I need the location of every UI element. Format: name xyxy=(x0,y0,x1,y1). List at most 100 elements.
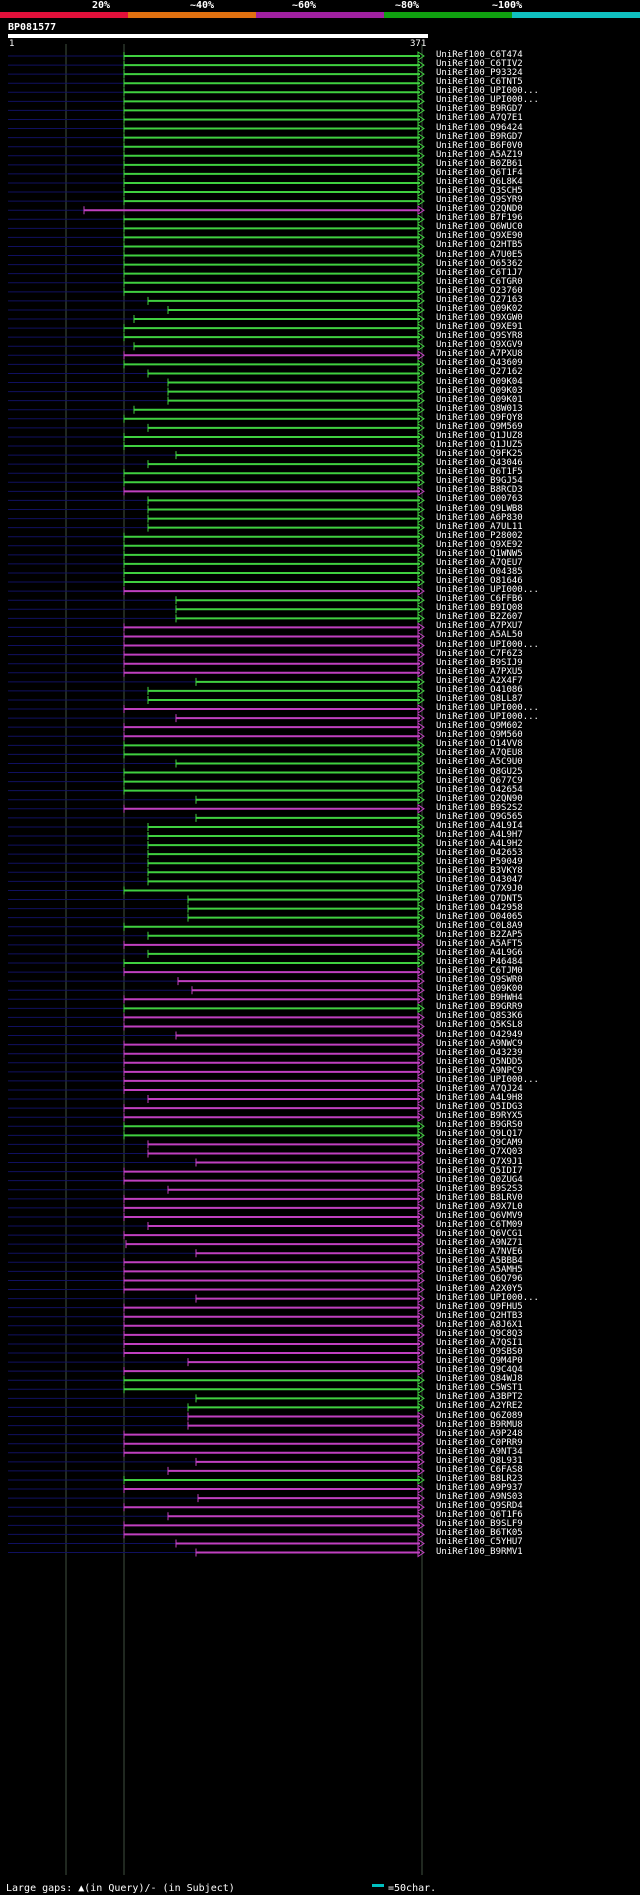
hit-label[interactable]: UniRef100_O43047 xyxy=(436,875,523,886)
hit-label[interactable]: UniRef100_Q2HTB5 xyxy=(436,240,523,251)
hit-label[interactable]: UniRef100_Q6T1F6 xyxy=(436,1510,523,1521)
hit-label[interactable]: UniRef100_Q9SWR0 xyxy=(436,975,523,986)
hit-label[interactable]: UniRef100_A2X0Y5 xyxy=(436,1283,523,1294)
hit-label[interactable]: UniRef100_Q6Z089 xyxy=(436,1410,523,1421)
hit-label[interactable]: UniRef100_B2Z607 xyxy=(436,612,523,623)
hit-label[interactable]: UniRef100_B0ZB61 xyxy=(436,158,523,169)
hit-label[interactable]: UniRef100_Q9CAM9 xyxy=(436,1138,523,1149)
hit-label[interactable]: UniRef100_Q09K02 xyxy=(436,303,523,314)
hit-label[interactable]: UniRef100_Q84WJ8 xyxy=(436,1374,523,1385)
hit-label[interactable]: UniRef100_Q9XGV9 xyxy=(436,340,523,351)
hit-label[interactable]: UniRef100_A4L9H8 xyxy=(436,1093,523,1104)
hit-label[interactable]: UniRef100_C6TJM0 xyxy=(436,966,523,977)
hit-label[interactable]: UniRef100_A9NS03 xyxy=(436,1492,523,1503)
hit-label[interactable]: UniRef100_C6FFB6 xyxy=(436,594,523,605)
hit-label[interactable]: UniRef100_B8LR23 xyxy=(436,1473,523,1484)
hit-label[interactable]: UniRef100_A7PXU7 xyxy=(436,621,523,632)
hit-label[interactable]: UniRef100_B9S2S3 xyxy=(436,1183,523,1194)
hit-label[interactable]: UniRef100_O14VV8 xyxy=(436,739,523,750)
hit-label[interactable]: UniRef100_A5C9U0 xyxy=(436,757,523,768)
hit-label[interactable]: UniRef100_A9X7L0 xyxy=(436,1201,523,1212)
hit-label[interactable]: UniRef100_Q9XE90 xyxy=(436,231,523,242)
hit-label[interactable]: UniRef100_O00763 xyxy=(436,494,523,505)
hit-label[interactable]: UniRef100_Q677C9 xyxy=(436,775,523,786)
hit-label[interactable]: UniRef100_A4L9H2 xyxy=(436,839,523,850)
hit-label[interactable]: UniRef100_A7UL11 xyxy=(436,521,523,532)
hit-label[interactable]: UniRef100_UPI000... xyxy=(436,703,539,714)
hit-label[interactable]: UniRef100_B3VKY8 xyxy=(436,866,523,877)
hit-label[interactable]: UniRef100_O42958 xyxy=(436,902,523,913)
hit-label[interactable]: UniRef100_Q9LQ17 xyxy=(436,1129,523,1140)
hit-label[interactable]: UniRef100_B7F196 xyxy=(436,213,523,224)
hit-label[interactable]: UniRef100_A7QEU7 xyxy=(436,557,523,568)
hit-label[interactable]: UniRef100_Q8GU25 xyxy=(436,766,523,777)
hit-label[interactable]: UniRef100_Q7X9J1 xyxy=(436,1156,523,1167)
hit-label[interactable]: UniRef100_Q0ZUG4 xyxy=(436,1174,523,1185)
hit-label[interactable]: UniRef100_Q7X9J0 xyxy=(436,884,523,895)
hit-label[interactable]: UniRef100_B8LRV0 xyxy=(436,1192,523,1203)
hit-label[interactable]: UniRef100_C5YHU7 xyxy=(436,1537,523,1548)
hit-label[interactable]: UniRef100_A5AMH5 xyxy=(436,1265,523,1276)
hit-label[interactable]: UniRef100_A2X4F7 xyxy=(436,675,523,686)
hit-label[interactable]: UniRef100_Q6VCG1 xyxy=(436,1229,523,1240)
hit-label[interactable]: UniRef100_Q09K04 xyxy=(436,376,523,387)
hit-label[interactable]: UniRef100_B9RGD7 xyxy=(436,104,523,115)
hit-label[interactable]: UniRef100_C6T1J7 xyxy=(436,267,523,278)
hit-label[interactable]: UniRef100_A5BBB4 xyxy=(436,1256,523,1267)
hit-label[interactable]: UniRef100_Q3SCH5 xyxy=(436,186,523,197)
hit-label[interactable]: UniRef100_Q8W013 xyxy=(436,403,523,414)
hit-label[interactable]: UniRef100_Q96424 xyxy=(436,122,523,133)
hit-label[interactable]: UniRef100_Q9XE91 xyxy=(436,322,523,333)
hit-label[interactable]: UniRef100_Q9SBS0 xyxy=(436,1347,523,1357)
hit-label[interactable]: UniRef100_Q6L8K4 xyxy=(436,176,523,187)
hit-label[interactable]: UniRef100_UPI000... xyxy=(436,639,539,650)
hit-label[interactable]: UniRef100_O41086 xyxy=(436,684,523,695)
hit-label[interactable]: UniRef100_UPI000... xyxy=(436,1074,539,1085)
hit-label[interactable]: UniRef100_UPI000... xyxy=(436,95,539,106)
hit-label[interactable]: UniRef100_Q9XGW0 xyxy=(436,313,523,324)
hit-label[interactable]: UniRef100_UPI000... xyxy=(436,86,539,97)
hit-label[interactable]: UniRef100_UPI000... xyxy=(436,712,539,723)
hit-label[interactable]: UniRef100_C0L8A9 xyxy=(436,920,523,931)
hit-label[interactable]: UniRef100_Q9FK25 xyxy=(436,449,523,460)
hit-label[interactable]: UniRef100_A6P830 xyxy=(436,512,523,523)
hit-label[interactable]: UniRef100_Q43609 xyxy=(436,358,523,369)
hit-label[interactable]: UniRef100_A8J6X1 xyxy=(436,1319,523,1330)
hit-label[interactable]: UniRef100_Q9LWB8 xyxy=(436,503,523,514)
hit-label[interactable]: UniRef100_Q8S3K6 xyxy=(436,1011,523,1022)
hit-label[interactable]: UniRef100_Q27163 xyxy=(436,294,523,305)
hit-label[interactable]: UniRef100_B9SLF9 xyxy=(436,1519,523,1530)
hit-label[interactable]: UniRef100_O43239 xyxy=(436,1047,523,1058)
hit-label[interactable]: UniRef100_B9RGD7 xyxy=(436,131,523,142)
hit-label[interactable]: UniRef100_A7Q7E1 xyxy=(436,113,523,124)
hit-label[interactable]: UniRef100_O42949 xyxy=(436,1029,523,1040)
hit-label[interactable]: UniRef100_Q27162 xyxy=(436,367,523,378)
hit-label[interactable]: UniRef100_Q09K00 xyxy=(436,984,523,995)
hit-label[interactable]: UniRef100_C6TGR0 xyxy=(436,276,523,287)
hit-label[interactable]: UniRef100_C7F6Z3 xyxy=(436,648,523,659)
hit-label[interactable]: UniRef100_A9NZ71 xyxy=(436,1238,523,1249)
hit-label[interactable]: UniRef100_B6F0V0 xyxy=(436,140,523,151)
hit-label[interactable]: UniRef100_B9GRR9 xyxy=(436,1002,523,1013)
hit-label[interactable]: UniRef100_Q9M4P0 xyxy=(436,1356,523,1367)
hit-label[interactable]: UniRef100_Q6WUC0 xyxy=(436,222,523,233)
hit-label[interactable]: UniRef100_B8RCD3 xyxy=(436,485,523,496)
hit-label[interactable]: UniRef100_B9S2S2 xyxy=(436,802,523,813)
hit-label[interactable]: UniRef100_Q2HTB3 xyxy=(436,1310,523,1321)
hit-label[interactable]: UniRef100_B9GJ54 xyxy=(436,476,523,487)
hit-label[interactable]: UniRef100_O23760 xyxy=(436,285,523,296)
hit-label[interactable]: UniRef100_Q7DNT5 xyxy=(436,893,523,904)
hit-label[interactable]: UniRef100_Q9G565 xyxy=(436,811,523,822)
hit-label[interactable]: UniRef100_Q9C4Q4 xyxy=(436,1365,523,1376)
hit-label[interactable]: UniRef100_B9SIJ9 xyxy=(436,657,523,668)
hit-label[interactable]: UniRef100_Q9SYR9 xyxy=(436,195,523,206)
hit-label[interactable]: UniRef100_A7U0E5 xyxy=(436,249,523,260)
hit-label[interactable]: UniRef100_A7PXU8 xyxy=(436,349,523,360)
hit-label[interactable]: UniRef100_C0PRR9 xyxy=(436,1437,523,1448)
hit-label[interactable]: UniRef100_P28002 xyxy=(436,530,523,541)
hit-label[interactable]: UniRef100_Q6VMV9 xyxy=(436,1210,523,1221)
hit-label[interactable]: UniRef100_Q9M602 xyxy=(436,721,523,732)
hit-label[interactable]: UniRef100_Q9M569 xyxy=(436,421,523,432)
hit-label[interactable]: UniRef100_A3BPT2 xyxy=(436,1392,523,1403)
hit-label[interactable]: UniRef100_C5WST1 xyxy=(436,1383,523,1394)
